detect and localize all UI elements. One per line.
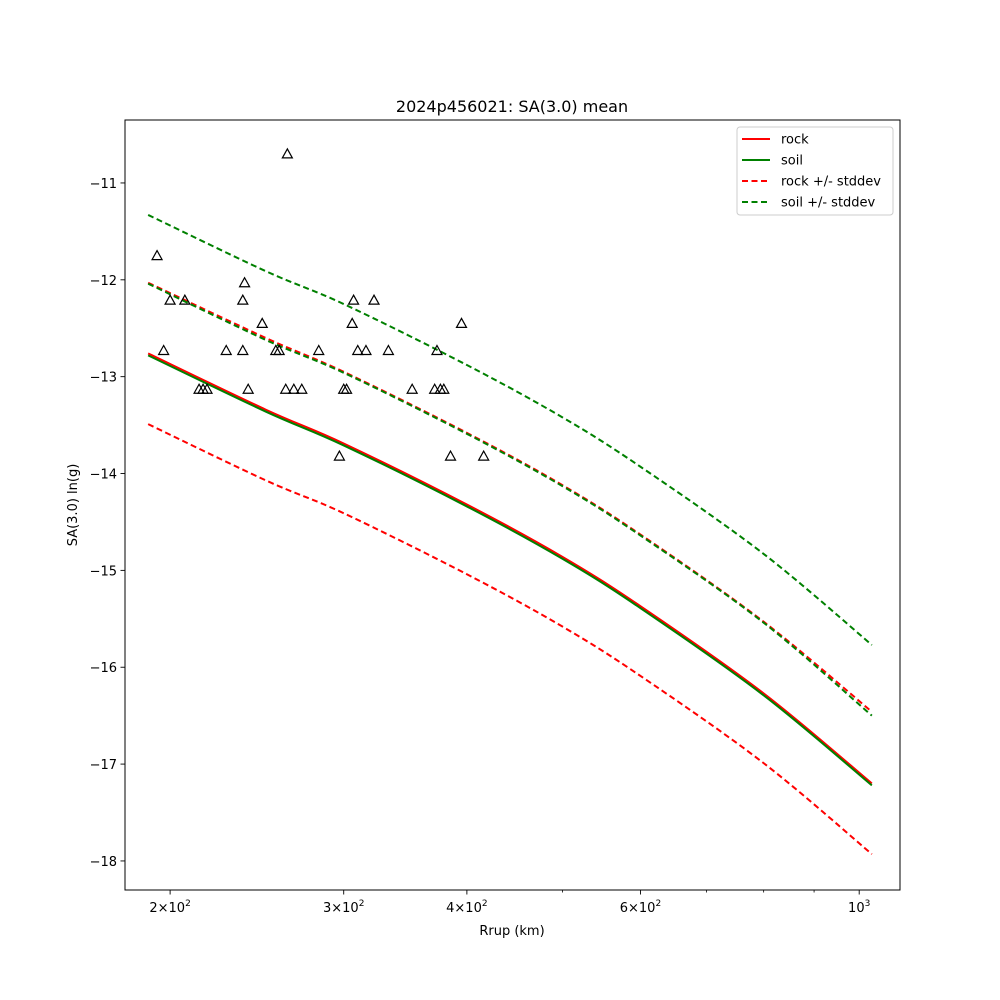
y-tick-label: −11 xyxy=(90,177,117,192)
y-tick-label: −14 xyxy=(90,468,117,483)
observation-point xyxy=(367,293,381,305)
observation-point xyxy=(238,276,251,288)
series-line-soil-stddev xyxy=(147,214,873,646)
observation-point xyxy=(220,344,233,356)
observation-point xyxy=(178,293,191,305)
observation-point xyxy=(242,383,255,394)
chart-title: 2024p456021: SA(3.0) mean xyxy=(396,97,628,116)
observation-point xyxy=(359,344,372,356)
observation-point xyxy=(382,344,395,356)
observations-layer xyxy=(151,147,490,461)
observation-point xyxy=(477,449,490,461)
y-tick-label: −12 xyxy=(90,274,117,289)
series-line-rock-stddev xyxy=(147,423,873,855)
x-tick-label: 6×102 xyxy=(620,899,661,916)
x-tick-label: 3×102 xyxy=(323,899,364,916)
series-line-soil-stddev xyxy=(147,282,873,717)
observation-point xyxy=(437,383,450,394)
legend-label: soil xyxy=(781,154,803,169)
x-tick-label: 103 xyxy=(848,899,870,916)
observation-point xyxy=(287,383,300,394)
observation-point xyxy=(347,293,360,305)
curves-layer xyxy=(147,214,873,855)
observation-point xyxy=(273,344,286,356)
observation-point xyxy=(295,383,308,394)
observation-point xyxy=(164,293,177,305)
y-tick-label: −18 xyxy=(90,855,117,870)
y-tick-label: −16 xyxy=(90,661,117,676)
series-line-rock-mean xyxy=(147,352,873,785)
observation-point xyxy=(256,317,269,328)
y-tick-label: −13 xyxy=(90,371,117,386)
observation-point xyxy=(151,249,164,261)
x-axis: 2×102 3×102 4×102 6×102 103 xyxy=(149,890,870,916)
observation-point xyxy=(200,383,214,394)
x-tick-label: 2×102 xyxy=(149,899,190,916)
y-tick-label: −17 xyxy=(90,758,117,773)
y-axis-label: SA(3.0) ln(g) xyxy=(66,464,81,547)
observation-point xyxy=(430,344,443,356)
observation-point xyxy=(281,147,294,159)
y-axis: −11 −12 −13 −14 −15 −16 −17 −18 xyxy=(90,177,125,870)
legend-label: soil +/- stddev xyxy=(781,196,876,211)
observation-point xyxy=(236,293,249,305)
legend-label: rock +/- stddev xyxy=(781,175,881,190)
legend: rock soil rock +/- stddev soil +/- stddev xyxy=(736,126,894,216)
legend-label: rock xyxy=(781,133,809,148)
observation-point xyxy=(444,449,457,461)
observation-point xyxy=(351,344,364,356)
x-axis-label: Rrup (km) xyxy=(479,924,544,939)
observation-point xyxy=(157,344,170,356)
x-tick-label: 4×102 xyxy=(446,899,487,916)
observation-point xyxy=(333,449,346,461)
observation-point xyxy=(340,383,353,394)
plot-frame xyxy=(124,119,901,891)
legend-box xyxy=(736,126,894,216)
observation-point xyxy=(236,344,249,356)
series-line-soil-mean xyxy=(147,354,873,787)
observation-point xyxy=(346,317,359,328)
observation-point xyxy=(406,383,419,394)
observation-point xyxy=(455,317,468,328)
observation-point xyxy=(279,383,292,394)
y-tick-label: −15 xyxy=(90,564,117,579)
plot-background xyxy=(125,120,900,890)
observation-point xyxy=(428,383,441,394)
observation-point xyxy=(312,344,325,356)
